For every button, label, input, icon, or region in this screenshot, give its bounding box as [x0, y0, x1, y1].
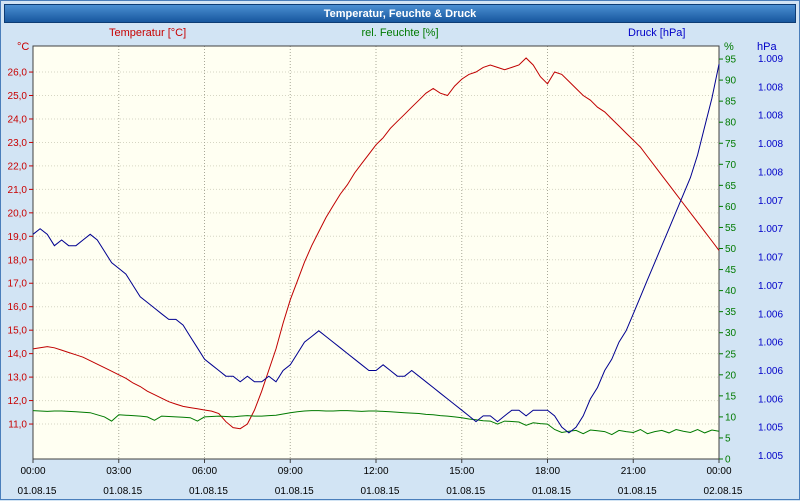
x-tick-time-label: 06:00 — [192, 466, 217, 477]
svg-text:10: 10 — [725, 412, 737, 423]
humidity-axis-unit-label: % — [724, 41, 734, 53]
legend-humidity: rel. Feuchte [%] — [361, 27, 439, 39]
series-pressure — [32, 64, 720, 434]
svg-text:1.005: 1.005 — [758, 451, 783, 462]
svg-text:90: 90 — [725, 76, 737, 87]
svg-text:65: 65 — [725, 181, 737, 192]
svg-text:70: 70 — [725, 160, 737, 171]
svg-text:1.007: 1.007 — [758, 224, 783, 235]
x-tick-date-label: 01.08.15 — [532, 486, 571, 497]
x-axis-ticks: 00:00 01.08.15 03:00 01.08.15 06:00 01.08.15 0… — [18, 459, 743, 497]
x-tick-time-label: 15:00 — [449, 466, 474, 477]
svg-text:35: 35 — [725, 307, 737, 318]
svg-text:1.008: 1.008 — [758, 82, 783, 93]
svg-text:55: 55 — [725, 223, 737, 234]
svg-text:80: 80 — [725, 118, 737, 129]
svg-text:1.005: 1.005 — [758, 423, 783, 434]
svg-text:16,0: 16,0 — [8, 302, 28, 313]
x-tick-time-label: 00:00 — [706, 466, 731, 477]
svg-text:85: 85 — [725, 97, 737, 108]
svg-text:17,0: 17,0 — [8, 279, 28, 290]
x-tick-time-label: 03:00 — [106, 466, 131, 477]
window-title: Temperatur, Feuchte & Druck — [323, 7, 477, 20]
svg-text:23,0: 23,0 — [8, 138, 28, 149]
x-tick-date-label: 01.08.15 — [103, 486, 142, 497]
gridlines — [33, 46, 719, 459]
svg-text:19,0: 19,0 — [8, 232, 28, 243]
x-tick-time-label: 21:00 — [621, 466, 646, 477]
svg-text:18,0: 18,0 — [8, 255, 28, 266]
x-tick-date-label: 02.08.15 — [704, 486, 743, 497]
svg-text:1.006: 1.006 — [758, 309, 783, 320]
svg-text:25,0: 25,0 — [8, 91, 28, 102]
svg-text:40: 40 — [725, 286, 737, 297]
series-lines — [32, 57, 720, 436]
svg-text:24,0: 24,0 — [8, 114, 28, 125]
svg-text:15: 15 — [725, 391, 737, 402]
x-tick-time-label: 18:00 — [535, 466, 560, 477]
x-tick-time-label: 09:00 — [278, 466, 303, 477]
svg-text:1.006: 1.006 — [758, 394, 783, 405]
plot-area — [33, 46, 719, 459]
svg-text:75: 75 — [725, 139, 737, 150]
svg-text:12,0: 12,0 — [8, 396, 28, 407]
svg-text:20,0: 20,0 — [8, 208, 28, 219]
svg-text:1.006: 1.006 — [758, 338, 783, 349]
x-tick-date-label: 01.08.15 — [446, 486, 485, 497]
x-tick-date-label: 01.08.15 — [18, 486, 57, 497]
temperature-axis-ticks: 26,0 25,0 24,0 23,0 22,0 21,0 20,0 19,0 18,0 17,0… — [8, 68, 33, 431]
pressure-axis-unit-label: hPa — [757, 41, 777, 53]
svg-text:1.009: 1.009 — [758, 54, 783, 65]
svg-text:1.007: 1.007 — [758, 281, 783, 292]
svg-text:1.008: 1.008 — [758, 167, 783, 178]
svg-text:45: 45 — [725, 265, 737, 276]
svg-text:1.007: 1.007 — [758, 196, 783, 207]
svg-text:11,0: 11,0 — [8, 420, 27, 431]
svg-text:1.007: 1.007 — [758, 253, 783, 264]
svg-text:1.008: 1.008 — [758, 111, 783, 122]
svg-text:15,0: 15,0 — [8, 326, 28, 337]
svg-text:50: 50 — [725, 244, 737, 255]
x-tick-time-label: 12:00 — [363, 466, 388, 477]
x-tick-date-label: 01.08.15 — [275, 486, 314, 497]
svg-text:22,0: 22,0 — [8, 161, 28, 172]
svg-text:21,0: 21,0 — [8, 185, 28, 196]
svg-text:13,0: 13,0 — [8, 373, 28, 384]
legend-pressure: Druck [hPa] — [628, 27, 686, 39]
temperature-axis-unit-label: °C — [17, 41, 30, 53]
series-temperature — [32, 57, 720, 430]
x-tick-date-label: 01.08.15 — [189, 486, 228, 497]
pressure-axis-ticks: 1.009 1.008 1.008 1.008 1.008 1.007 1.007 1.007… — [758, 54, 783, 462]
svg-text:25: 25 — [725, 349, 737, 360]
series-humidity — [32, 410, 720, 436]
legend-temperature: Temperatur [°C] — [109, 27, 187, 39]
window-titlebar: Temperatur, Feuchte & Druck — [4, 4, 796, 23]
x-tick-date-label: 01.08.15 — [361, 486, 400, 497]
svg-text:30: 30 — [725, 328, 737, 339]
svg-text:20: 20 — [725, 370, 737, 381]
svg-text:0: 0 — [725, 455, 731, 466]
svg-text:95: 95 — [725, 55, 737, 66]
x-tick-time-label: 00:00 — [20, 466, 45, 477]
svg-text:1.006: 1.006 — [758, 366, 783, 377]
svg-text:14,0: 14,0 — [8, 349, 28, 360]
svg-text:1.008: 1.008 — [758, 139, 783, 150]
svg-text:60: 60 — [725, 202, 737, 213]
svg-text:26,0: 26,0 — [8, 68, 28, 79]
svg-text:5: 5 — [725, 433, 731, 444]
x-tick-date-label: 01.08.15 — [618, 486, 657, 497]
